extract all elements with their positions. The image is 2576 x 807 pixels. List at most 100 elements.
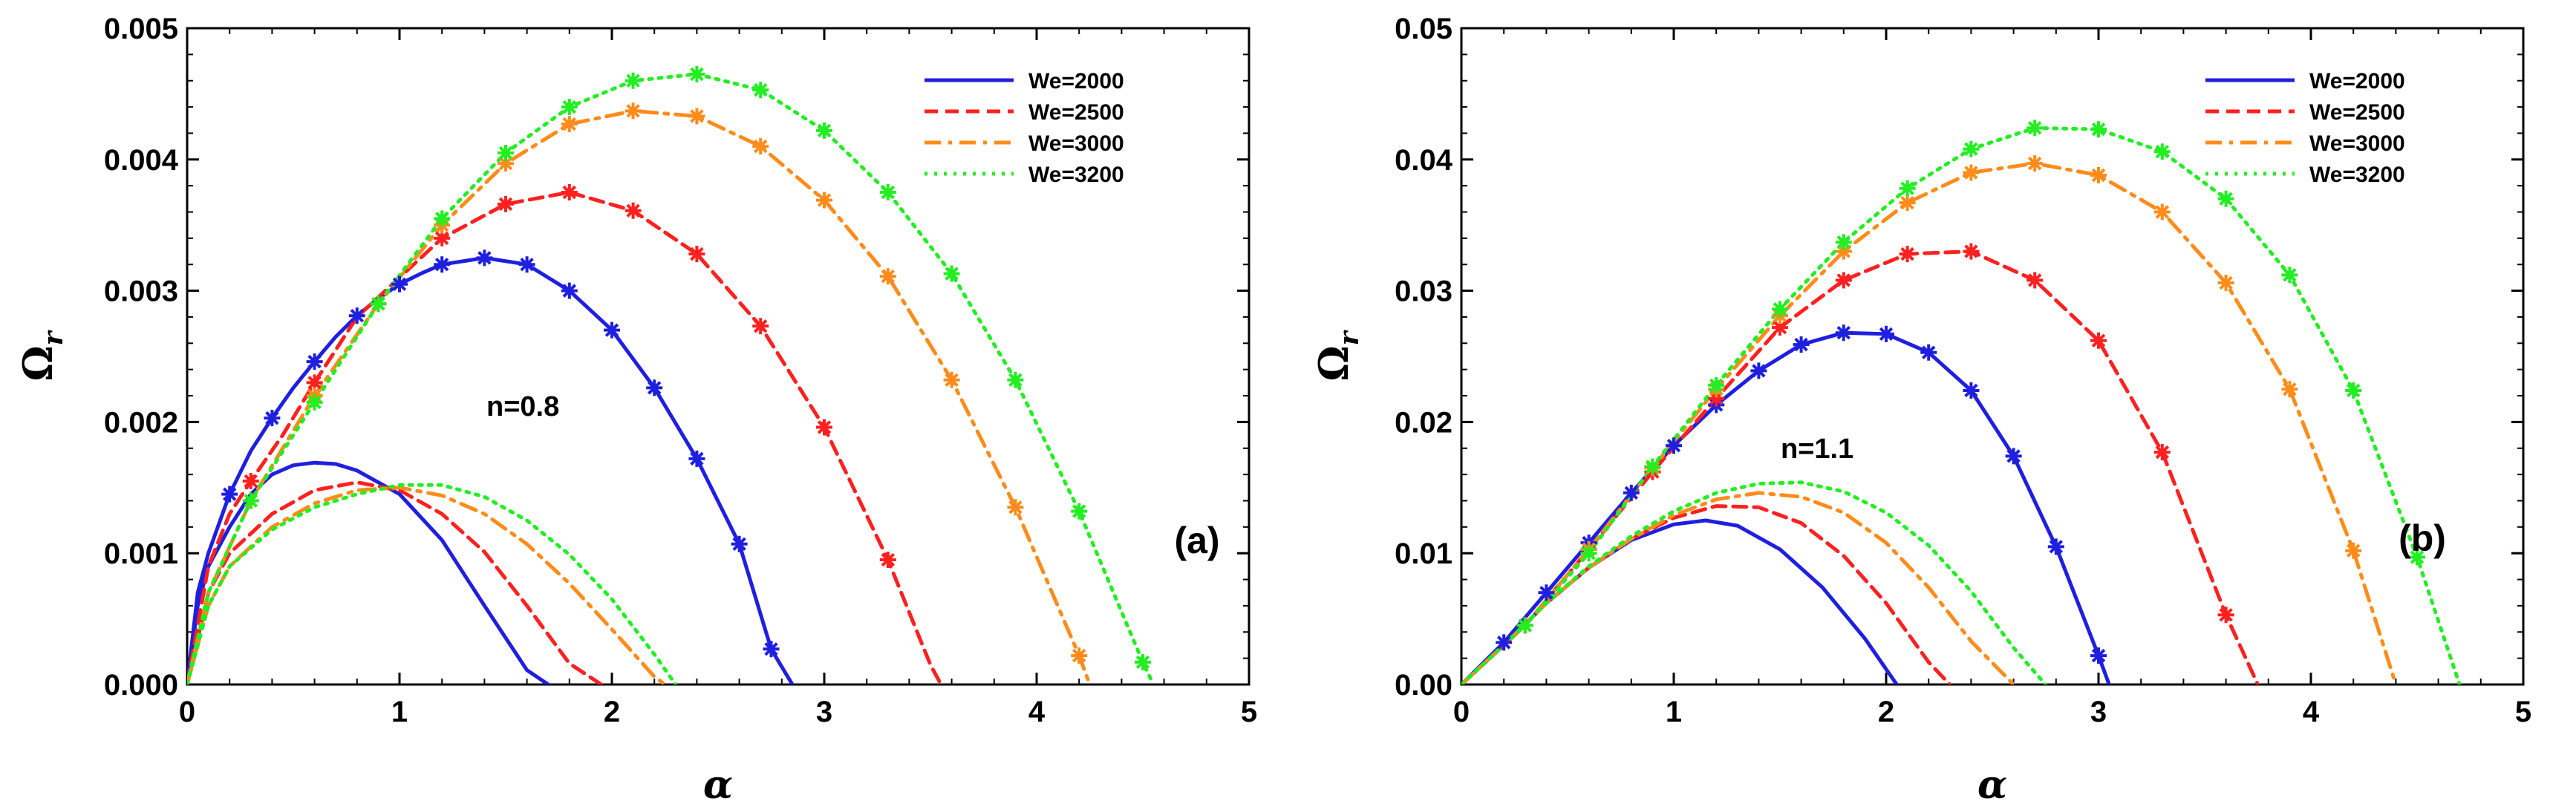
panel-a: 0 1 2 3 4 5 0.000 0.001 0.002 0.003 0.004 0.005 α Ωr W… [14, 13, 1257, 807]
y-tick-label: 0.04 [1395, 144, 1453, 177]
data-marker [2153, 143, 2171, 160]
data-marker [1963, 243, 1980, 260]
data-marker [221, 486, 238, 503]
data-marker [2281, 267, 2298, 284]
data-marker [391, 275, 408, 293]
data-marker [943, 265, 960, 282]
data-marker [1835, 272, 1852, 289]
data-marker [1920, 344, 1937, 361]
x-tick-label: 1 [391, 696, 408, 728]
panel-label: (b) [2399, 517, 2446, 559]
data-marker [1963, 382, 1980, 399]
data-marker [370, 295, 387, 313]
data-marker [518, 256, 535, 273]
series-line [1461, 480, 2047, 685]
data-marker [1899, 195, 1916, 212]
data-marker [1835, 234, 1852, 251]
data-marker [625, 72, 642, 89]
y-tick-label: 0.005 [104, 13, 178, 45]
y-axis-label-subscript: r [1334, 329, 1365, 345]
x-tick-label: 0 [1453, 696, 1470, 728]
series-line [1461, 330, 2111, 685]
data-marker [2026, 155, 2044, 172]
y-tick-label: 0.01 [1395, 538, 1452, 570]
y-axis-label: Ωr [1310, 329, 1365, 381]
data-marker [1899, 180, 1916, 197]
y-tick-label: 0.05 [1395, 13, 1452, 45]
data-marker [1496, 634, 1513, 651]
data-marker [1007, 371, 1024, 388]
data-marker [1666, 437, 1682, 454]
x-tick-label: 2 [1878, 696, 1894, 728]
data-marker [943, 371, 960, 388]
y-tick-label: 0.000 [104, 669, 178, 702]
series-line [187, 72, 1155, 685]
plot-frame [1460, 27, 2525, 686]
data-marker [2005, 448, 2022, 465]
x-tick-label: 5 [1241, 696, 1257, 728]
data-marker [434, 210, 451, 227]
data-marker [1750, 362, 1767, 379]
data-marker [1963, 164, 1980, 181]
y-axis-label: Ωr [14, 329, 69, 381]
data-marker [625, 202, 642, 219]
y-axis-label-subscript: r [38, 329, 69, 345]
data-marker [2090, 332, 2107, 349]
annotation-n: n=0.8 [486, 391, 559, 422]
data-marker [242, 473, 259, 489]
data-marker [2217, 190, 2234, 207]
data-marker [1135, 653, 1151, 670]
legend-label: We=3000 [1028, 131, 1124, 156]
data-marker [1878, 325, 1894, 342]
data-marker [1772, 319, 1788, 336]
x-tick-label: 2 [604, 696, 620, 728]
data-marker [561, 282, 578, 299]
plot-frame [186, 27, 1250, 686]
curves [187, 65, 1155, 685]
data-marker [752, 138, 769, 155]
x-tick-label: 4 [2303, 696, 2320, 728]
data-marker [752, 82, 769, 99]
data-marker [2090, 167, 2107, 183]
data-marker [2281, 381, 2298, 398]
legend-label: We=2000 [2309, 69, 2405, 94]
data-marker [1772, 301, 1788, 318]
series-line [187, 480, 604, 685]
data-marker [879, 268, 896, 285]
data-marker [2026, 120, 2044, 137]
data-marker [688, 65, 705, 82]
legend-label: We=2000 [1028, 69, 1124, 94]
legend-label: We=3000 [2309, 131, 2405, 156]
x-tick-label: 5 [2515, 696, 2531, 728]
y-tick-label: 0.001 [104, 538, 178, 570]
legend-label: We=2500 [1028, 100, 1124, 125]
data-marker [348, 307, 365, 324]
data-marker [1644, 458, 1661, 475]
panel-label: (a) [1174, 520, 1219, 561]
data-marker [1708, 390, 1725, 407]
data-marker [2345, 542, 2362, 559]
data-marker [561, 184, 578, 200]
legend-label: We=3200 [2309, 163, 2405, 187]
y-axis-label-symbol: Ω [14, 345, 62, 381]
data-marker [1963, 140, 1980, 157]
data-marker [604, 321, 620, 339]
data-marker [306, 393, 323, 411]
data-marker [1007, 499, 1024, 516]
data-marker [752, 318, 769, 335]
data-marker [2090, 121, 2107, 138]
data-marker [1071, 647, 1088, 664]
x-tick-label: 3 [2090, 696, 2107, 728]
data-marker [1835, 243, 1852, 260]
x-tick-label: 1 [1666, 696, 1682, 728]
series-line [1461, 249, 2260, 685]
y-tick-label: 0.00 [1395, 669, 1452, 702]
series-line [187, 108, 1092, 685]
series-line [187, 483, 678, 685]
data-marker [688, 246, 705, 263]
series-line [1461, 125, 2462, 685]
data-marker [476, 249, 493, 267]
series-line [187, 190, 943, 685]
data-marker [1580, 545, 1597, 562]
